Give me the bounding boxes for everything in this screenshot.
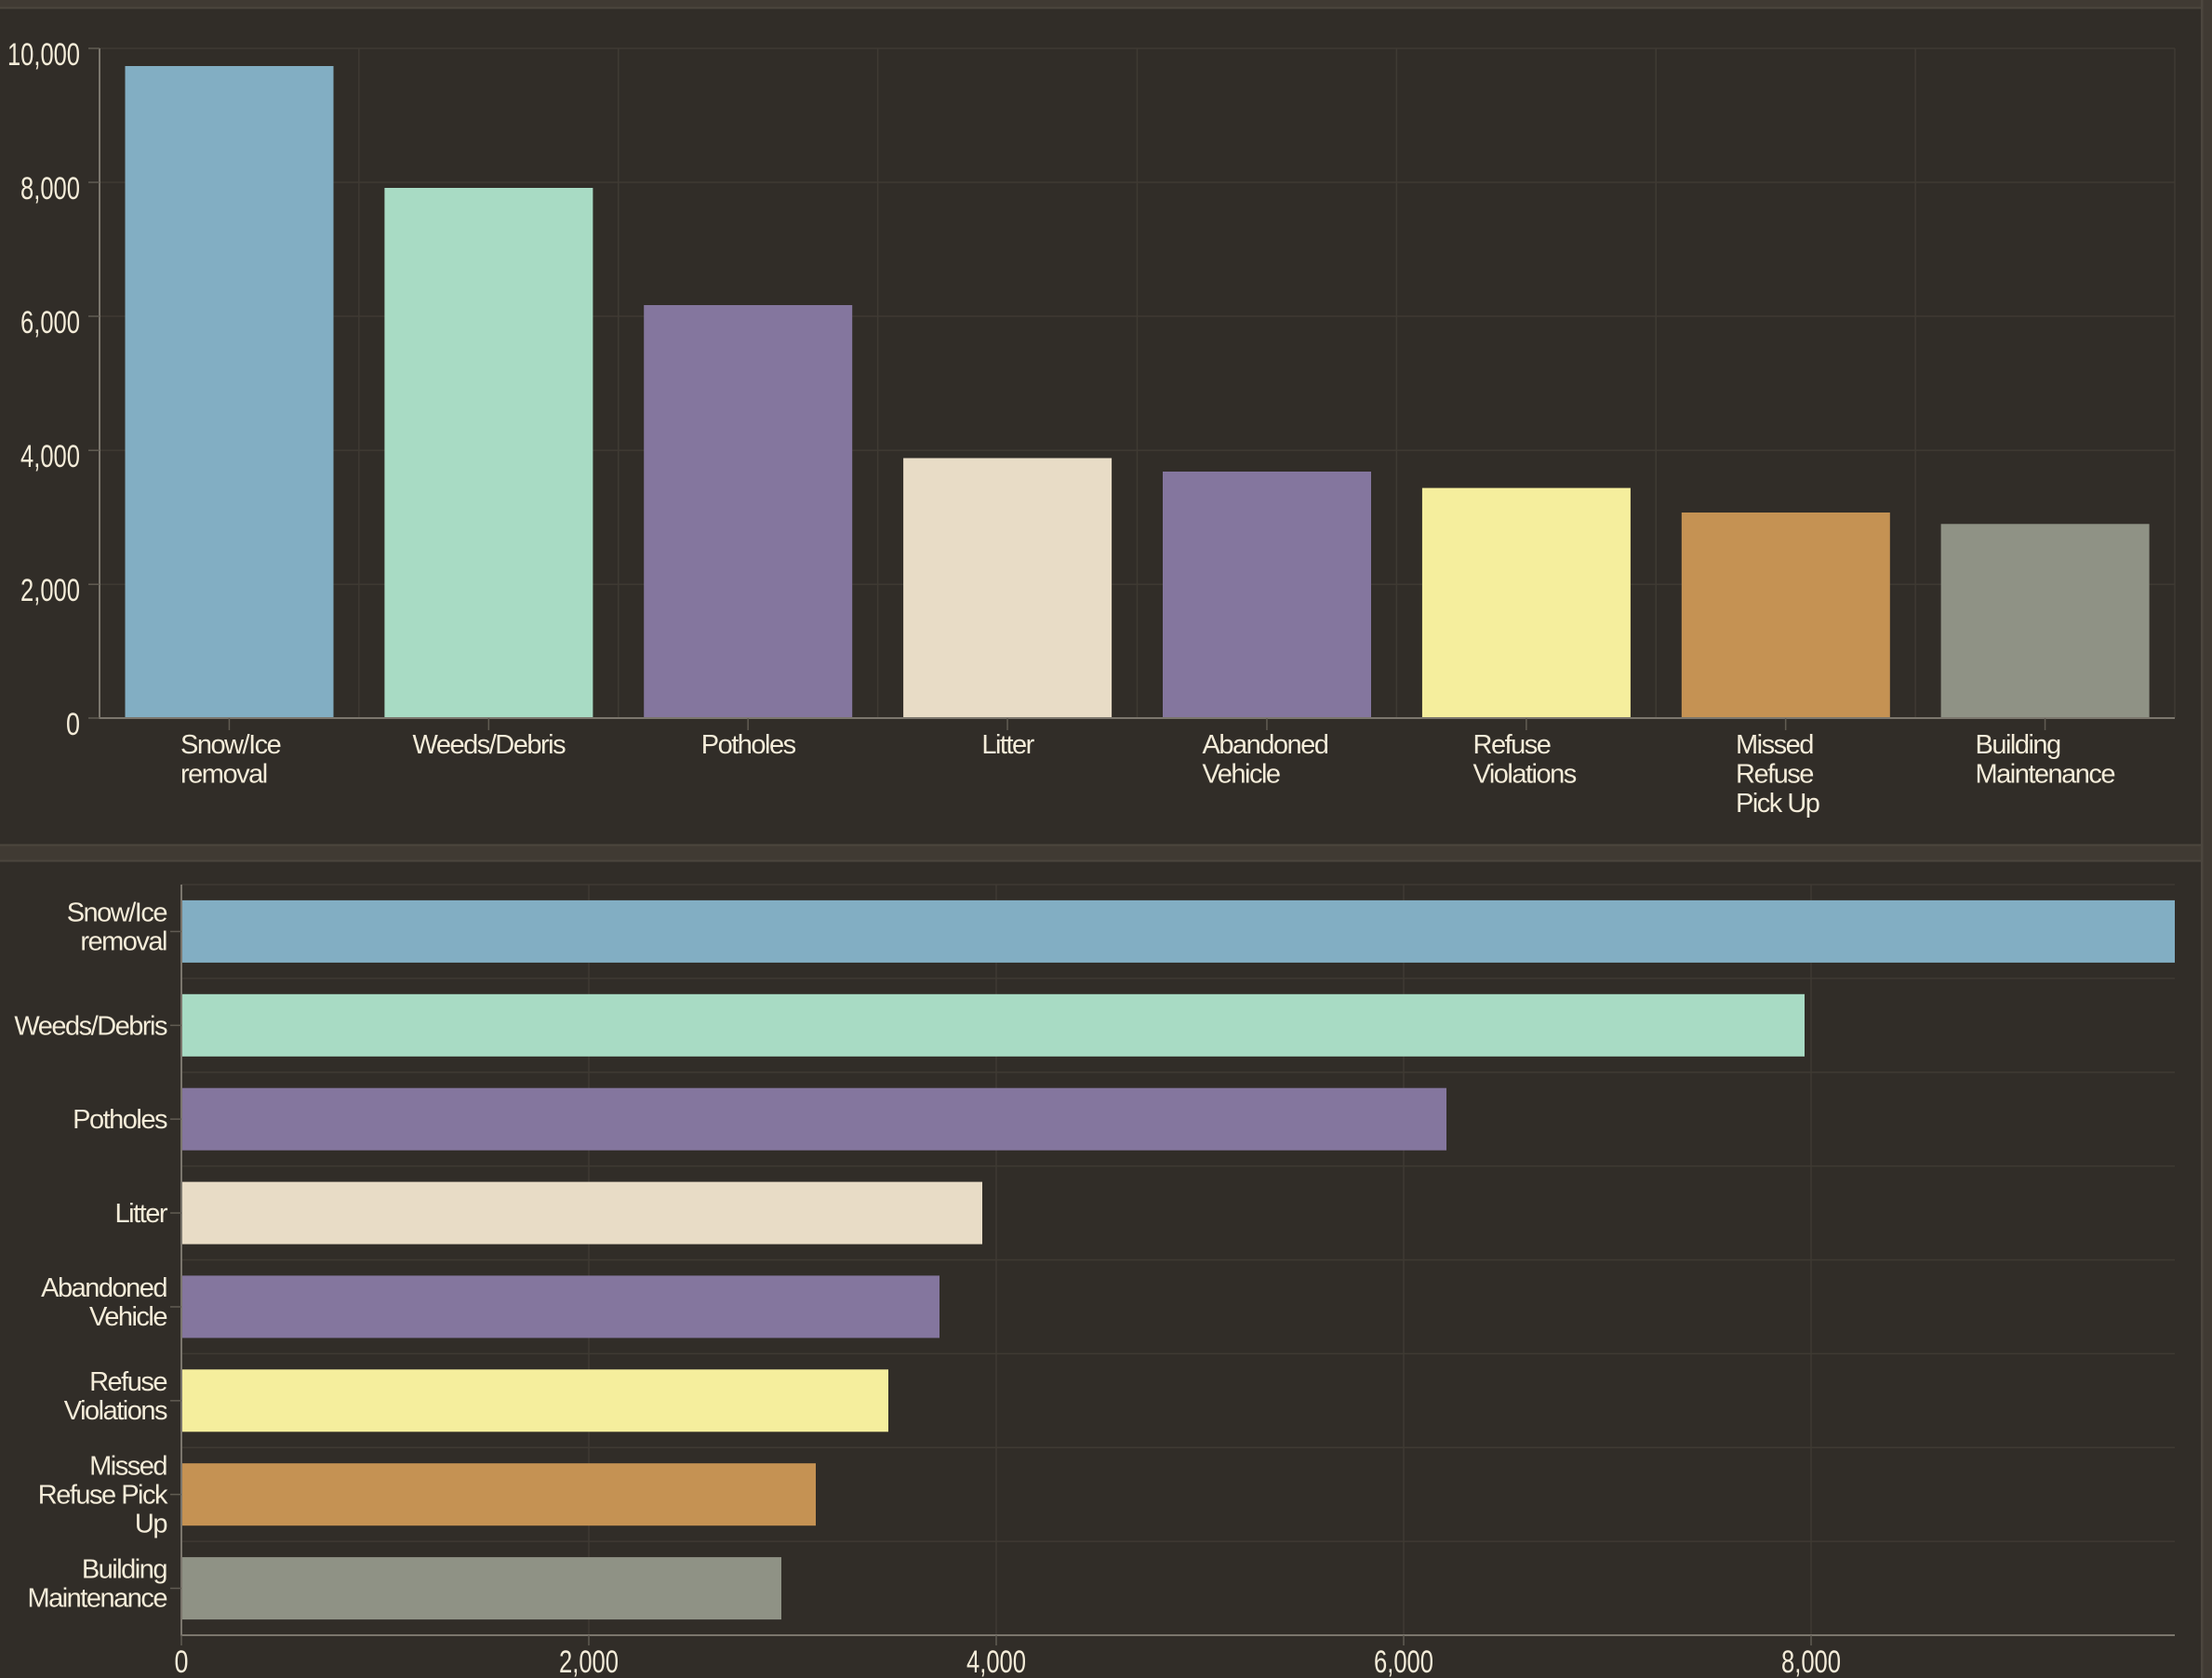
svg-text:Litter: Litter bbox=[115, 1199, 168, 1229]
svg-text:0: 0 bbox=[175, 1645, 189, 1678]
svg-text:Violations: Violations bbox=[1473, 760, 1577, 790]
svg-text:8,000: 8,000 bbox=[1781, 1645, 1841, 1678]
svg-text:Missed: Missed bbox=[1736, 730, 1813, 760]
svg-text:4,000: 4,000 bbox=[966, 1645, 1026, 1678]
svg-text:Refuse Pick: Refuse Pick bbox=[38, 1481, 168, 1511]
svg-text:Missed: Missed bbox=[89, 1452, 167, 1482]
svg-text:Abandoned: Abandoned bbox=[1203, 730, 1328, 760]
svg-text:2,000: 2,000 bbox=[20, 573, 80, 608]
svg-text:Violations: Violations bbox=[64, 1396, 167, 1426]
svg-text:Maintenance: Maintenance bbox=[1976, 760, 2115, 790]
svg-text:removal: removal bbox=[180, 760, 267, 790]
svg-text:Refuse: Refuse bbox=[1473, 730, 1551, 760]
svg-text:6,000: 6,000 bbox=[1374, 1645, 1433, 1678]
svg-text:Weeds/Debris: Weeds/Debris bbox=[14, 1011, 167, 1041]
svg-text:8,000: 8,000 bbox=[20, 171, 80, 206]
svg-text:Vehicle: Vehicle bbox=[89, 1302, 167, 1332]
svg-text:6,000: 6,000 bbox=[20, 305, 80, 340]
svg-text:Snow/Ice: Snow/Ice bbox=[67, 898, 167, 927]
svg-text:removal: removal bbox=[80, 926, 167, 956]
svg-text:Refuse: Refuse bbox=[1736, 760, 1813, 790]
svg-text:Up: Up bbox=[135, 1510, 167, 1539]
svg-text:4,000: 4,000 bbox=[20, 439, 80, 474]
svg-text:Building: Building bbox=[82, 1555, 167, 1585]
svg-text:Snow/Ice: Snow/Ice bbox=[180, 730, 281, 760]
svg-text:0: 0 bbox=[66, 707, 80, 742]
svg-text:Weeds/Debris: Weeds/Debris bbox=[413, 730, 566, 760]
svg-text:Building: Building bbox=[1976, 730, 2061, 760]
svg-text:Litter: Litter bbox=[981, 730, 1034, 760]
svg-text:2,000: 2,000 bbox=[559, 1645, 619, 1678]
svg-text:10,000: 10,000 bbox=[7, 37, 80, 73]
svg-text:Vehicle: Vehicle bbox=[1203, 760, 1280, 790]
svg-text:Abandoned: Abandoned bbox=[41, 1273, 167, 1303]
svg-text:Pick Up: Pick Up bbox=[1736, 789, 1819, 819]
svg-text:Refuse: Refuse bbox=[89, 1367, 167, 1397]
svg-text:Maintenance: Maintenance bbox=[27, 1584, 167, 1614]
svg-text:Potholes: Potholes bbox=[73, 1105, 167, 1135]
svg-text:Potholes: Potholes bbox=[701, 730, 796, 760]
